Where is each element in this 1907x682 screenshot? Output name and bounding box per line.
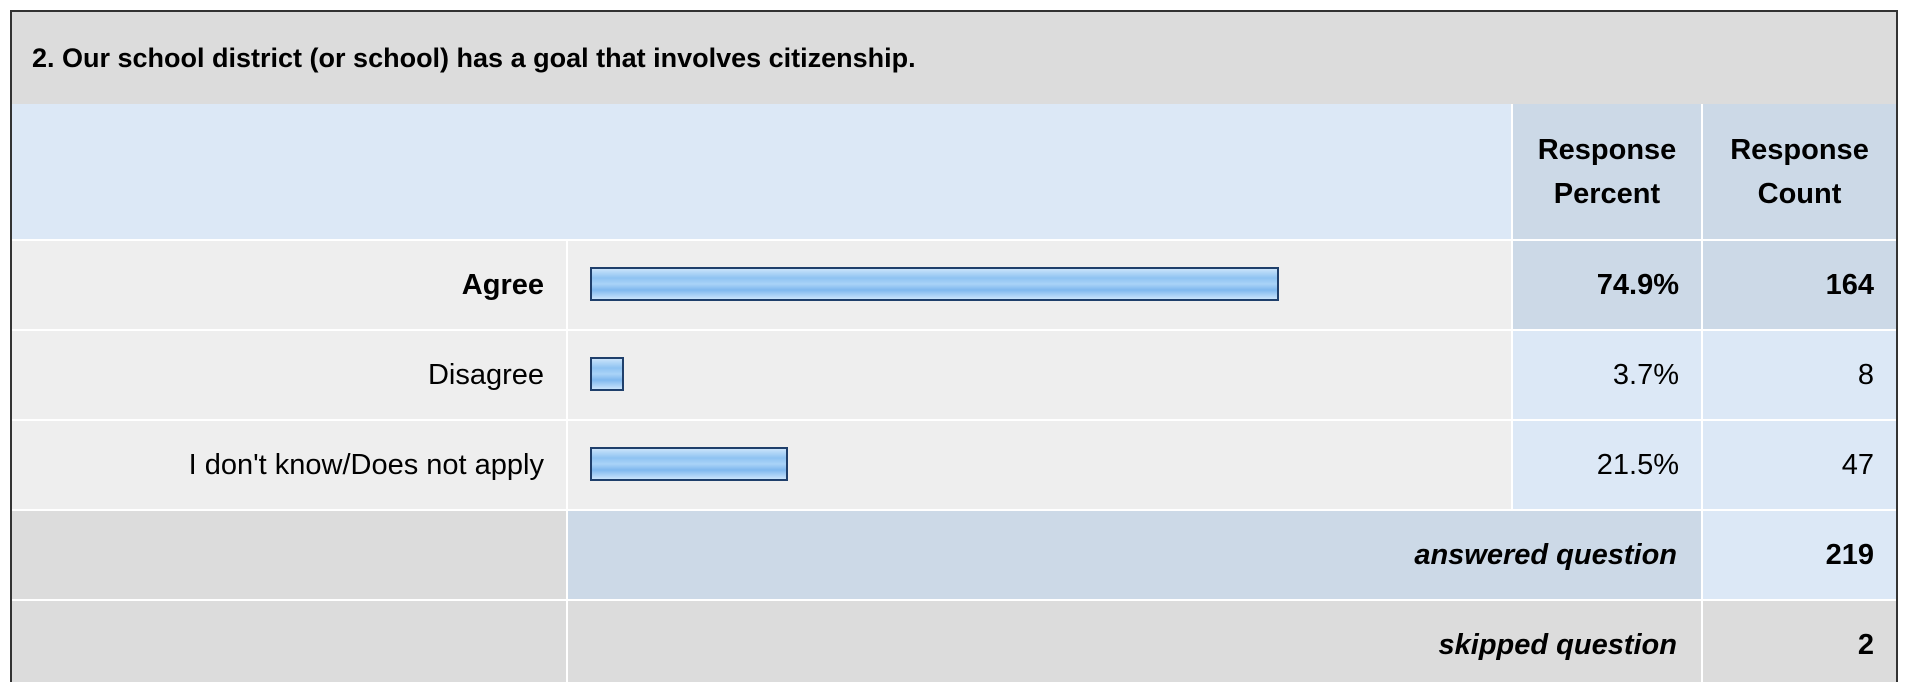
response-percent-value: 21.5% — [1511, 419, 1702, 510]
table-row-agree: Agree 74.9% 164 — [12, 239, 1896, 330]
response-percent-header-line2: Percent — [1553, 177, 1661, 210]
bar-cell — [566, 329, 1512, 420]
summary-blank — [12, 599, 567, 682]
response-count-value: 47 — [1700, 419, 1896, 510]
table-row-dont-know: I don't know/Does not apply 21.5% 47 — [12, 419, 1896, 510]
response-count-value: 8 — [1700, 329, 1896, 420]
question-title: 2. Our school district (or school) has a… — [12, 12, 1896, 104]
answered-question-row: answered question 219 — [12, 509, 1896, 600]
response-count-header-line1: Response — [1730, 133, 1869, 166]
summary-blank — [12, 509, 567, 600]
survey-question-panel: 2. Our school district (or school) has a… — [10, 10, 1898, 682]
bar-agree — [590, 267, 1279, 301]
category-label: Agree — [12, 239, 567, 330]
response-count-value: 164 — [1700, 239, 1896, 330]
response-count-header: Response Count — [1700, 104, 1896, 240]
response-percent-value: 74.9% — [1511, 239, 1702, 330]
bar-cell — [566, 239, 1512, 330]
response-percent-header: Response Percent — [1511, 104, 1702, 240]
answered-question-count: 219 — [1700, 509, 1896, 600]
bar-dont-know — [590, 447, 788, 481]
bar-track — [590, 267, 1510, 301]
answered-question-label: answered question — [566, 509, 1702, 600]
header-blank — [12, 104, 1512, 240]
response-percent-header-line1: Response — [1537, 133, 1677, 166]
results-table: 2. Our school district (or school) has a… — [12, 12, 1896, 682]
bar-disagree — [590, 357, 624, 391]
bar-cell — [566, 419, 1512, 510]
response-percent-value: 3.7% — [1511, 329, 1702, 420]
skipped-question-count: 2 — [1700, 599, 1896, 682]
bar-track — [590, 357, 1510, 391]
response-count-header-line2: Count — [1757, 177, 1842, 210]
bar-track — [590, 447, 1510, 481]
skipped-question-row: skipped question 2 — [12, 599, 1896, 682]
table-row-disagree: Disagree 3.7% 8 — [12, 329, 1896, 420]
skipped-question-label: skipped question — [566, 599, 1702, 682]
category-label: Disagree — [12, 329, 567, 420]
category-label: I don't know/Does not apply — [12, 419, 567, 510]
